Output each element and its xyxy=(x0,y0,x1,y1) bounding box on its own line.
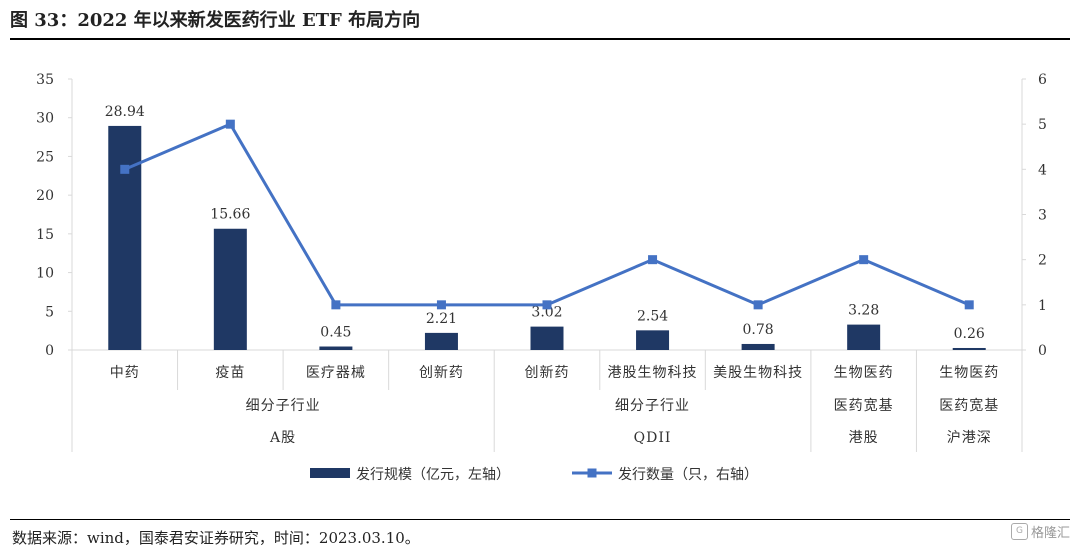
line-point xyxy=(542,300,552,310)
category-label: 医疗器械 xyxy=(306,365,366,381)
y-right-tick-label: 0 xyxy=(1038,343,1047,359)
group-label: 港股 xyxy=(849,430,879,446)
y-right-tick-label: 4 xyxy=(1038,162,1047,178)
title-bar: 图 33：2022 年以来新发医药行业 ETF 布局方向 xyxy=(10,8,1070,40)
line-point xyxy=(225,119,235,129)
legend-line-marker xyxy=(587,468,597,478)
y-right-tick-label: 2 xyxy=(1038,253,1047,269)
watermark-text: 格隆汇 xyxy=(1030,526,1070,541)
watermark-logo-icon: G xyxy=(1010,523,1028,540)
category-label: 港股生物科技 xyxy=(608,365,698,381)
group-label: QDII xyxy=(634,430,672,446)
legend: 发行规模（亿元，左轴） 发行数量（只，右轴） xyxy=(310,467,758,483)
group-label: A股 xyxy=(269,430,296,446)
group-label: 细分子行业 xyxy=(246,398,321,414)
legend-line-label: 发行数量（只，右轴） xyxy=(618,467,758,483)
y-left-tick-label: 35 xyxy=(36,72,54,88)
line-point xyxy=(753,300,763,310)
category-label: 生物医药 xyxy=(939,365,999,381)
bar xyxy=(530,326,564,350)
bar xyxy=(741,343,775,350)
y-left-tick-label: 5 xyxy=(45,304,54,320)
line-point xyxy=(964,300,974,310)
chart: 0 5 10 15 20 25 30 35 0 1 2 3 4 5 6 28.94 15.66 0.45 2.21 3… xyxy=(36,72,1047,483)
y-right-tick-label: 6 xyxy=(1038,72,1047,88)
group-label: 医药宽基 xyxy=(939,397,999,414)
line-point xyxy=(120,164,130,174)
y-right-tick-label: 5 xyxy=(1038,117,1047,133)
figure-title: 图 33：2022 年以来新发医药行业 ETF 布局方向 xyxy=(10,10,421,31)
bar-value-label: 0.45 xyxy=(320,325,351,341)
bar xyxy=(424,332,458,350)
y-left-tick-label: 0 xyxy=(45,343,54,359)
line-point xyxy=(859,255,869,265)
y-left-tick-label: 20 xyxy=(36,188,54,204)
footer-divider xyxy=(10,519,1070,520)
category-label: 创新药 xyxy=(525,365,570,381)
bar-value-label: 2.54 xyxy=(637,308,668,324)
bar xyxy=(108,125,142,350)
bar-value-label: 3.02 xyxy=(531,305,562,321)
bar-value-label: 28.94 xyxy=(105,104,145,120)
category-label: 中药 xyxy=(110,365,140,381)
category-label: 创新药 xyxy=(419,365,464,381)
bar xyxy=(319,346,353,350)
bar-value-label: 0.26 xyxy=(954,326,985,342)
y-right-tick-label: 1 xyxy=(1038,298,1047,314)
category-label: 生物医药 xyxy=(834,365,894,381)
bar-value-label: 15.66 xyxy=(210,207,250,223)
legend-bar-label: 发行规模（亿元，左轴） xyxy=(356,467,510,483)
bar xyxy=(636,330,670,350)
y-left-tick-label: 25 xyxy=(36,149,54,165)
legend-bar-swatch xyxy=(310,468,350,478)
source-note: 数据来源：wind，国泰君安证券研究，时间：2023.03.10。 xyxy=(12,529,420,547)
y-left-tick-label: 10 xyxy=(36,266,54,282)
y-right-tick-label: 3 xyxy=(1038,208,1047,224)
bar-value-label: 0.78 xyxy=(743,322,774,338)
y-left-tick-label: 30 xyxy=(36,111,54,127)
watermark: G 格隆汇 xyxy=(1010,522,1070,541)
group-label: 沪港深 xyxy=(947,430,992,446)
line-point xyxy=(648,255,658,265)
line-point xyxy=(331,300,341,310)
group-label: 医药宽基 xyxy=(834,397,894,414)
bar xyxy=(952,347,986,350)
bar xyxy=(213,228,247,350)
bar-value-label: 2.21 xyxy=(426,311,457,327)
group-label: 细分子行业 xyxy=(615,398,690,414)
category-label: 疫苗 xyxy=(215,365,245,381)
category-label: 美股生物科技 xyxy=(713,365,803,381)
bar xyxy=(847,324,881,350)
line-series xyxy=(124,122,970,307)
y-left-tick-label: 15 xyxy=(36,227,54,243)
line-point xyxy=(436,300,446,310)
bar-value-label: 3.28 xyxy=(848,303,879,319)
